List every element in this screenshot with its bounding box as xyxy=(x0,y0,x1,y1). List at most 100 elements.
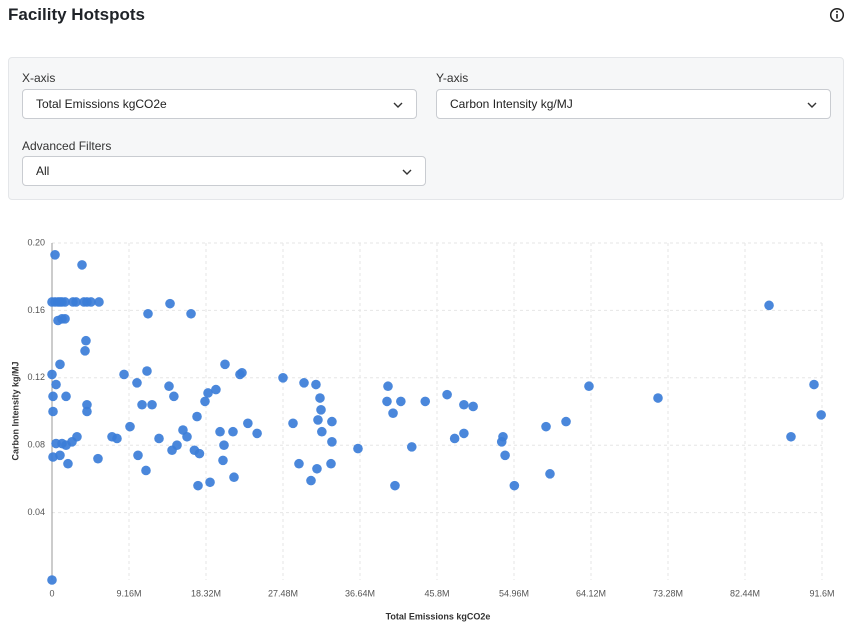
point xyxy=(229,472,239,483)
point xyxy=(252,428,262,439)
y-tick-label: 0.08 xyxy=(27,440,45,450)
advanced-filters-label: Advanced Filters xyxy=(22,139,112,153)
point xyxy=(61,391,71,402)
x-tick-label: 64.12M xyxy=(576,588,606,598)
point xyxy=(313,415,323,425)
x-axis-label: X-axis xyxy=(22,71,56,85)
point xyxy=(164,381,174,392)
x-tick-label: 36.64M xyxy=(345,588,375,598)
point xyxy=(193,480,203,491)
x-tick-label: 54.96M xyxy=(499,588,529,598)
point xyxy=(420,396,431,407)
point xyxy=(200,396,210,407)
chart: Total Emissions kgCO2e Carbon Intensity … xyxy=(10,237,834,621)
point xyxy=(137,399,147,410)
advanced-filters-select[interactable]: All xyxy=(22,156,426,186)
point xyxy=(60,314,70,324)
point xyxy=(396,396,406,407)
point xyxy=(86,297,96,307)
y-tick-label: 0.20 xyxy=(27,237,45,247)
point xyxy=(50,249,60,260)
point xyxy=(142,366,152,376)
point xyxy=(82,406,92,417)
point xyxy=(449,433,460,444)
point xyxy=(55,450,65,461)
point xyxy=(545,469,555,479)
y-axis-value: Carbon Intensity kg/MJ xyxy=(450,97,573,111)
point xyxy=(203,388,213,398)
point xyxy=(326,458,336,469)
x-tick-label: 27.48M xyxy=(268,588,298,598)
y-axis-label: Y-axis xyxy=(436,71,469,85)
point xyxy=(143,308,153,319)
point xyxy=(192,411,202,422)
point xyxy=(205,477,215,488)
point xyxy=(47,369,57,380)
point xyxy=(584,381,594,392)
point xyxy=(60,297,70,307)
point xyxy=(509,480,520,491)
point xyxy=(288,418,298,429)
point xyxy=(77,260,87,270)
x-tick-label: 18.32M xyxy=(191,588,221,598)
point xyxy=(71,297,81,307)
point xyxy=(154,433,164,444)
point xyxy=(211,384,221,395)
point xyxy=(353,443,363,454)
point xyxy=(48,406,58,417)
chevron xyxy=(807,102,817,108)
point xyxy=(81,335,91,346)
point xyxy=(311,379,321,390)
point xyxy=(165,298,175,309)
point xyxy=(459,399,469,410)
x-axis-select[interactable]: Total Emissions kgCO2e xyxy=(22,89,417,119)
point xyxy=(317,426,327,437)
point xyxy=(63,458,73,469)
point xyxy=(383,381,393,392)
y-axis-select[interactable]: Carbon Intensity kg/MJ xyxy=(436,89,831,119)
point xyxy=(132,378,142,388)
point xyxy=(390,480,400,491)
point xyxy=(51,379,61,390)
point xyxy=(94,297,104,307)
point xyxy=(327,416,337,427)
y-tick-label: 0.04 xyxy=(27,507,45,517)
point xyxy=(327,437,337,447)
point xyxy=(561,416,571,427)
point xyxy=(541,421,551,432)
point xyxy=(82,399,92,410)
point xyxy=(278,373,288,383)
point xyxy=(243,418,253,429)
chevron xyxy=(402,169,412,175)
point xyxy=(147,399,157,410)
point xyxy=(299,378,309,388)
point xyxy=(406,442,417,452)
point xyxy=(786,431,796,442)
y-tick-label: 0.16 xyxy=(27,305,45,315)
x-tick-label: 82.44M xyxy=(730,588,760,598)
point xyxy=(312,463,322,474)
x-axis-title: Total Emissions kgCO2e xyxy=(386,611,491,621)
point xyxy=(125,421,135,432)
x-tick-label: 9.16M xyxy=(116,588,141,598)
info-icon[interactable] xyxy=(829,7,845,23)
x-tick-label: 91.6M xyxy=(809,588,834,598)
page-title: Facility Hotspots xyxy=(8,5,145,24)
x-tick-label: 45.8M xyxy=(424,588,449,598)
point xyxy=(93,453,103,464)
point xyxy=(48,391,58,402)
point xyxy=(194,448,205,459)
point xyxy=(237,367,247,378)
point xyxy=(496,437,507,447)
point xyxy=(442,389,452,400)
advanced-filters-value: All xyxy=(36,164,50,178)
point xyxy=(169,391,179,402)
point xyxy=(316,405,326,415)
point xyxy=(306,475,316,486)
point xyxy=(294,458,304,469)
point xyxy=(315,393,325,403)
point xyxy=(220,359,230,370)
point xyxy=(141,465,151,476)
x-tick-label: 73.28M xyxy=(653,588,683,598)
